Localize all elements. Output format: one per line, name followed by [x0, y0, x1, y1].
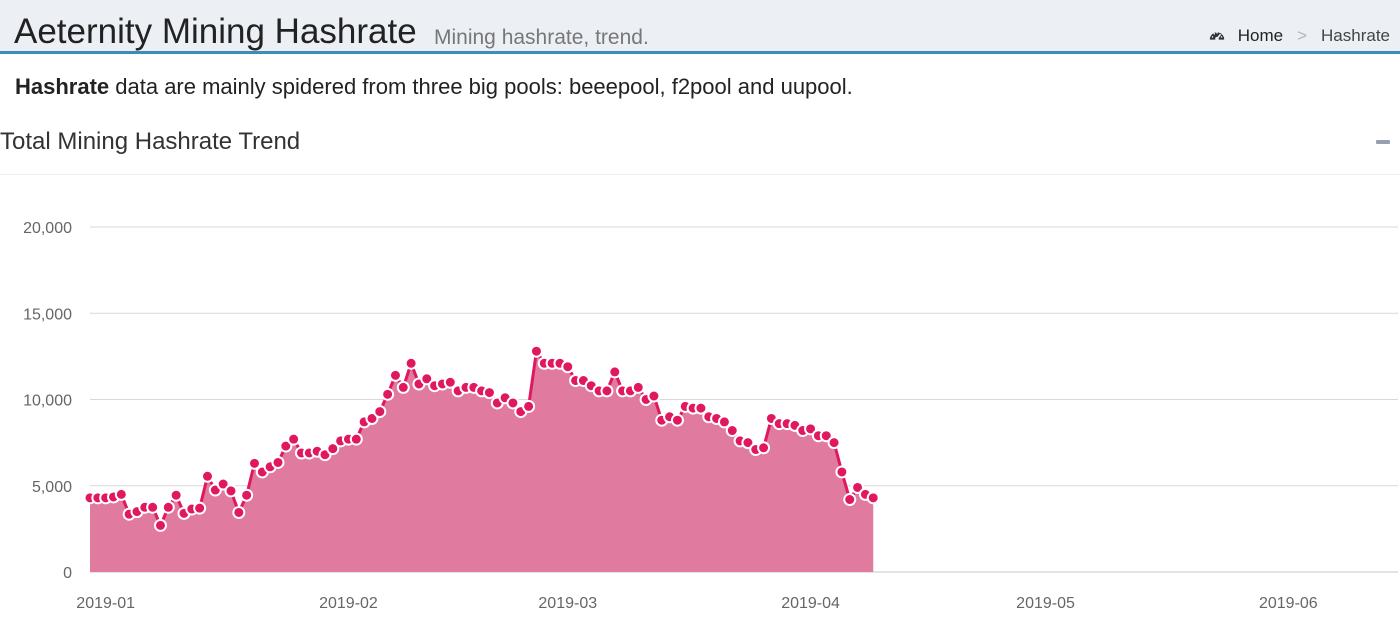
hashrate-chart: 0 5,000 10,000 15,000 20,000 2019-01 2019-02 20… [23, 220, 1398, 612]
data-point [153, 518, 167, 532]
data-point [388, 368, 402, 382]
data-point [694, 401, 708, 415]
data-point [804, 422, 818, 436]
data-point [851, 480, 865, 494]
dashboard-icon [1209, 31, 1224, 41]
intro-bold: Hashrate [15, 74, 110, 99]
minus-icon[interactable] [1376, 140, 1390, 144]
data-point [866, 491, 880, 505]
series-area [90, 351, 874, 572]
data-point [216, 477, 230, 491]
x-tick-label: 2019-03 [538, 595, 597, 612]
data-point [146, 500, 160, 514]
data-point [240, 488, 254, 502]
box-title: Total Mining Hashrate Trend [0, 128, 301, 155]
data-point [169, 488, 183, 502]
data-point [224, 484, 238, 498]
x-tick-label: 2019-06 [1259, 595, 1318, 612]
data-point [647, 389, 661, 403]
data-point [420, 372, 434, 386]
content-header: Aeternity Mining Hashrate Mining hashrat… [0, 0, 1400, 54]
data-point [631, 380, 645, 394]
data-point [600, 384, 614, 398]
data-point [161, 500, 175, 514]
y-tick-label: 15,000 [23, 306, 72, 323]
box-divider [0, 174, 1400, 175]
y-tick-label: 10,000 [23, 393, 72, 410]
intro-body: data are mainly spidered from three big … [109, 74, 853, 99]
data-point [349, 432, 363, 446]
data-point [506, 396, 520, 410]
x-tick-label: 2019-04 [781, 595, 840, 612]
data-point [819, 429, 833, 443]
intro-text: Hashrate data are mainly spidered from t… [15, 74, 853, 100]
data-point [725, 424, 739, 438]
data-point [287, 432, 301, 446]
data-point [271, 455, 285, 469]
data-point [529, 344, 543, 358]
data-point [373, 405, 387, 419]
data-point [114, 487, 128, 501]
page-title: Aeternity Mining Hashrate [14, 12, 417, 51]
data-point [835, 465, 849, 479]
data-point [717, 415, 731, 429]
y-tick-label: 20,000 [23, 220, 72, 237]
x-tick-label: 2019-05 [1016, 595, 1075, 612]
data-point [247, 456, 261, 470]
data-point [326, 442, 340, 456]
data-point [279, 439, 293, 453]
data-point [757, 441, 771, 455]
y-tick-label: 5,000 [32, 479, 72, 496]
data-point [827, 436, 841, 450]
data-point [443, 375, 457, 389]
data-point [365, 411, 379, 425]
x-tick-label: 2019-02 [319, 595, 378, 612]
data-point [670, 413, 684, 427]
x-tick-label: 2019-01 [76, 595, 135, 612]
breadcrumb-separator: > [1297, 26, 1308, 45]
breadcrumb-current: Hashrate [1321, 26, 1390, 45]
breadcrumb: Home > Hashrate [1208, 26, 1390, 46]
data-point [200, 469, 214, 483]
data-point [404, 356, 418, 370]
data-point [608, 365, 622, 379]
data-point [396, 380, 410, 394]
y-tick-label: 0 [63, 565, 72, 582]
data-point [193, 501, 207, 515]
breadcrumb-home-link[interactable]: Home [1237, 26, 1284, 45]
data-point [741, 436, 755, 450]
data-point [561, 360, 575, 374]
data-point [232, 505, 246, 519]
page-subtitle: Mining hashrate, trend. [434, 26, 649, 49]
data-point [381, 387, 395, 401]
data-point [522, 399, 536, 413]
data-point [482, 386, 496, 400]
data-point [843, 493, 857, 507]
